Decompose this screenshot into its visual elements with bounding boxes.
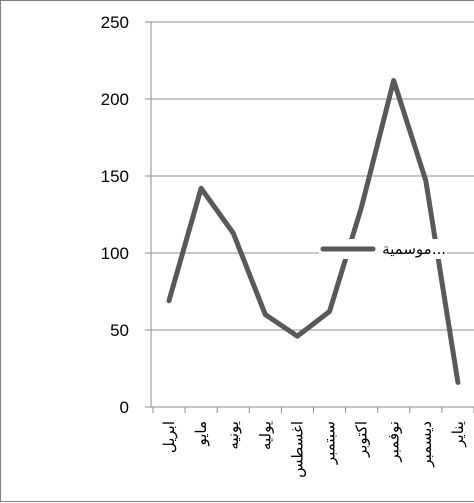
- x-tick-label: اكتوبر: [353, 421, 371, 458]
- x-tick-label: ديسمبر: [417, 421, 435, 468]
- data-point: [328, 310, 331, 313]
- y-tick-label: 0: [120, 398, 129, 417]
- series-line: [166, 78, 461, 385]
- data-point: [296, 335, 299, 338]
- data-point: [232, 231, 235, 234]
- data-point: [264, 313, 267, 316]
- data-point: [200, 187, 203, 190]
- y-tick-label: 250: [101, 13, 129, 32]
- x-tick-label: يناير: [449, 421, 467, 448]
- legend-label: موسمية...: [382, 240, 446, 258]
- data-point: [456, 381, 459, 384]
- y-tick-label: 150: [101, 167, 129, 186]
- x-tick-label: يونيه: [224, 421, 242, 450]
- x-tick-label: ابريل: [160, 421, 178, 453]
- x-tick-label: سبتمبر: [321, 421, 339, 465]
- data-point: [424, 179, 427, 182]
- x-tick-label: مايو: [192, 421, 210, 447]
- x-tick-label: يوليه: [256, 421, 274, 450]
- x-tick-label: اغسطس: [288, 421, 306, 478]
- y-tick-label: 100: [101, 244, 129, 263]
- data-point: [168, 299, 170, 302]
- x-tick-label: نوفمبر: [385, 421, 403, 463]
- y-tick-label: 50: [110, 321, 129, 340]
- legend-background: [319, 239, 447, 259]
- y-tick-label: 200: [101, 90, 129, 109]
- data-point: [360, 205, 363, 208]
- data-point: [392, 79, 395, 82]
